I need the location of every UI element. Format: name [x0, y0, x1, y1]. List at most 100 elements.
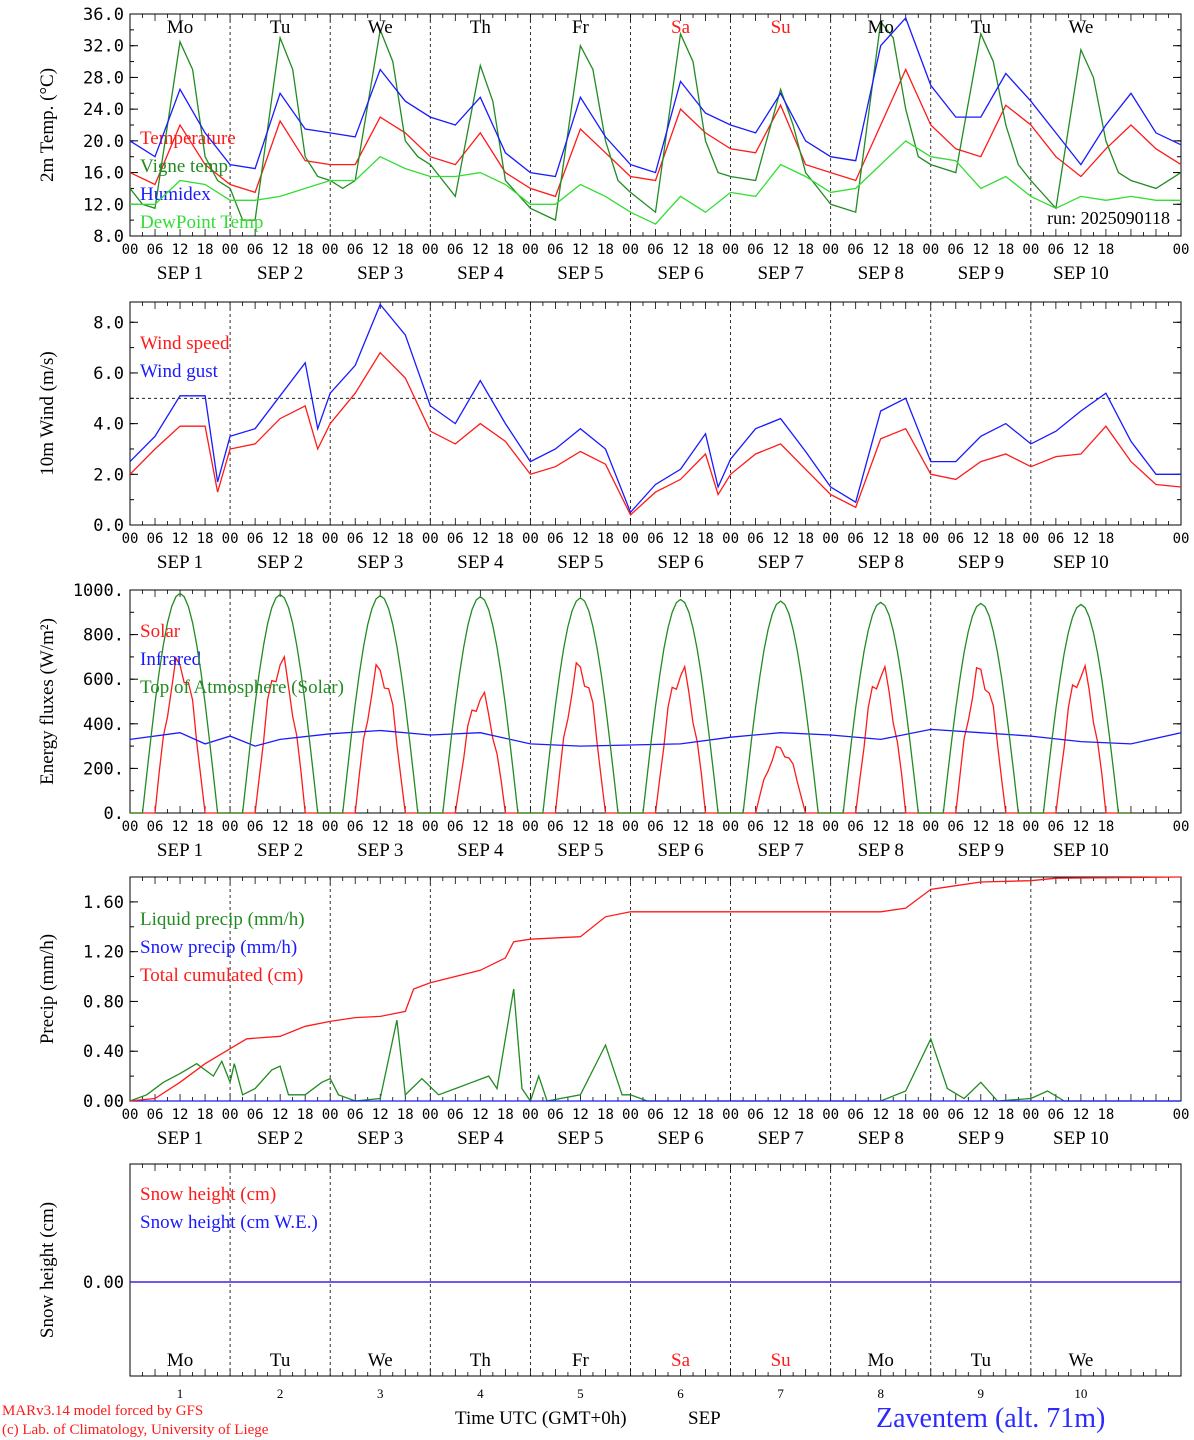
hour-label: 00 — [622, 1107, 639, 1123]
hour-label: 06 — [647, 531, 664, 547]
hour-label: 12 — [772, 1107, 789, 1123]
legend-entry: Infrared — [140, 649, 202, 670]
hour-label: 06 — [547, 242, 564, 258]
y-tick-label: 24.0 — [83, 100, 124, 120]
hour-label: 12 — [172, 242, 189, 258]
hour-label: 18 — [597, 819, 614, 835]
hour-label: 12 — [1072, 242, 1089, 258]
hour-label: 18 — [397, 531, 414, 547]
hour-label: 12 — [472, 819, 489, 835]
legend-entry: Snow precip (mm/h) — [140, 937, 297, 958]
hour-label: 06 — [247, 242, 264, 258]
date-label: SEP 3 — [357, 263, 403, 284]
hour-label: 12 — [972, 1107, 989, 1123]
hour-label: 00 — [922, 242, 939, 258]
date-label: SEP 8 — [858, 840, 904, 861]
panel-2: 0.0 2.0 4.0 6.0 8.0 10m Wind (m/s) Wind speed W… — [37, 301, 1190, 573]
legend-entry: Temperature — [140, 128, 236, 149]
hour-label: 12 — [972, 242, 989, 258]
series-line-humidex — [129, 16, 1182, 178]
y-tick-label: 8.0 — [93, 313, 124, 333]
hour-label: 18 — [297, 819, 314, 835]
hour-label: 00 — [722, 531, 739, 547]
y-tick-label: 16.0 — [83, 164, 124, 184]
hour-label: 00 — [422, 242, 439, 258]
hour-label: 00 — [222, 1107, 239, 1123]
panel-5: 0.00 Snow height (cm) Snow height (cm) Snow… — [37, 1163, 1182, 1401]
day-name: Tu — [270, 1350, 291, 1371]
legend-entry: Wind gust — [140, 361, 219, 382]
date-label: SEP 8 — [858, 1128, 904, 1149]
date-label: SEP 8 — [858, 263, 904, 284]
hour-label: 12 — [272, 242, 289, 258]
date-label: SEP 3 — [357, 840, 403, 861]
date-label: SEP 4 — [457, 552, 504, 573]
hour-label: 06 — [947, 1107, 964, 1123]
date-label: SEP 5 — [557, 552, 603, 573]
legend-entry: Humidex — [140, 184, 211, 205]
hour-label: 12 — [772, 531, 789, 547]
date-label: SEP 1 — [157, 552, 203, 573]
y-tick-label: 0.80 — [83, 992, 124, 1012]
day-name: Th — [470, 1350, 492, 1371]
hour-label: 12 — [972, 531, 989, 547]
run-label: run: 2025090118 — [1047, 208, 1170, 228]
hour-label: 00 — [722, 819, 739, 835]
hour-label: 06 — [647, 1107, 664, 1123]
day-name: Mo — [167, 17, 193, 38]
hour-label: 12 — [872, 531, 889, 547]
hour-label: 18 — [497, 819, 514, 835]
day-number: 7 — [777, 1386, 784, 1401]
hour-label: 06 — [547, 819, 564, 835]
hour-label: 00 — [122, 819, 139, 835]
hour-label: 00 — [1173, 819, 1190, 835]
hour-label: 06 — [247, 1107, 264, 1123]
day-number: 6 — [677, 1386, 684, 1401]
hour-label: 06 — [947, 242, 964, 258]
y-tick-label: 32.0 — [83, 37, 124, 57]
date-label: SEP 6 — [657, 1128, 703, 1149]
hour-label: 00 — [1022, 531, 1039, 547]
hour-label: 06 — [547, 531, 564, 547]
hour-label: 00 — [922, 531, 939, 547]
hour-label: 06 — [1047, 1107, 1064, 1123]
legend-entry: Total cumulated (cm) — [140, 965, 303, 986]
hour-label: 00 — [222, 242, 239, 258]
date-label: SEP 1 — [157, 1128, 203, 1149]
hour-label: 06 — [347, 1107, 364, 1123]
hour-label: 12 — [572, 819, 589, 835]
hour-label: 18 — [597, 531, 614, 547]
hour-label: 00 — [1173, 531, 1190, 547]
series-line-liquid-precip-mm-h- — [129, 988, 1181, 1103]
hour-label: 12 — [872, 819, 889, 835]
hour-label: 06 — [447, 242, 464, 258]
hour-label: 18 — [997, 242, 1014, 258]
series-line-dewpoint-temp — [130, 140, 1181, 225]
day-name: We — [1068, 17, 1093, 38]
hour-label: 18 — [297, 242, 314, 258]
hour-label: 18 — [897, 819, 914, 835]
date-label: SEP 2 — [257, 552, 303, 573]
hour-label: 18 — [997, 819, 1014, 835]
day-name: Th — [470, 17, 492, 38]
hour-label: 06 — [447, 819, 464, 835]
x-axis-month: SEP — [688, 1408, 721, 1429]
hour-label: 06 — [1047, 819, 1064, 835]
hour-label: 18 — [697, 531, 714, 547]
day-name: Mo — [868, 1350, 894, 1371]
hour-label: 18 — [397, 242, 414, 258]
hour-label: 12 — [372, 242, 389, 258]
hour-label: 00 — [322, 1107, 339, 1123]
y-tick-label: 200. — [83, 759, 124, 779]
hour-label: 00 — [122, 531, 139, 547]
hour-label: 00 — [122, 242, 139, 258]
day-name: Su — [771, 1350, 792, 1371]
hour-label: 00 — [922, 1107, 939, 1123]
hour-label: 18 — [397, 819, 414, 835]
hour-label: 06 — [247, 531, 264, 547]
station-name: Zaventem (alt. 71m) — [876, 1403, 1105, 1434]
y-tick-label: 2.0 — [93, 465, 124, 485]
hour-label: 06 — [447, 531, 464, 547]
hour-label: 00 — [1173, 1107, 1190, 1123]
hour-label: 12 — [372, 531, 389, 547]
